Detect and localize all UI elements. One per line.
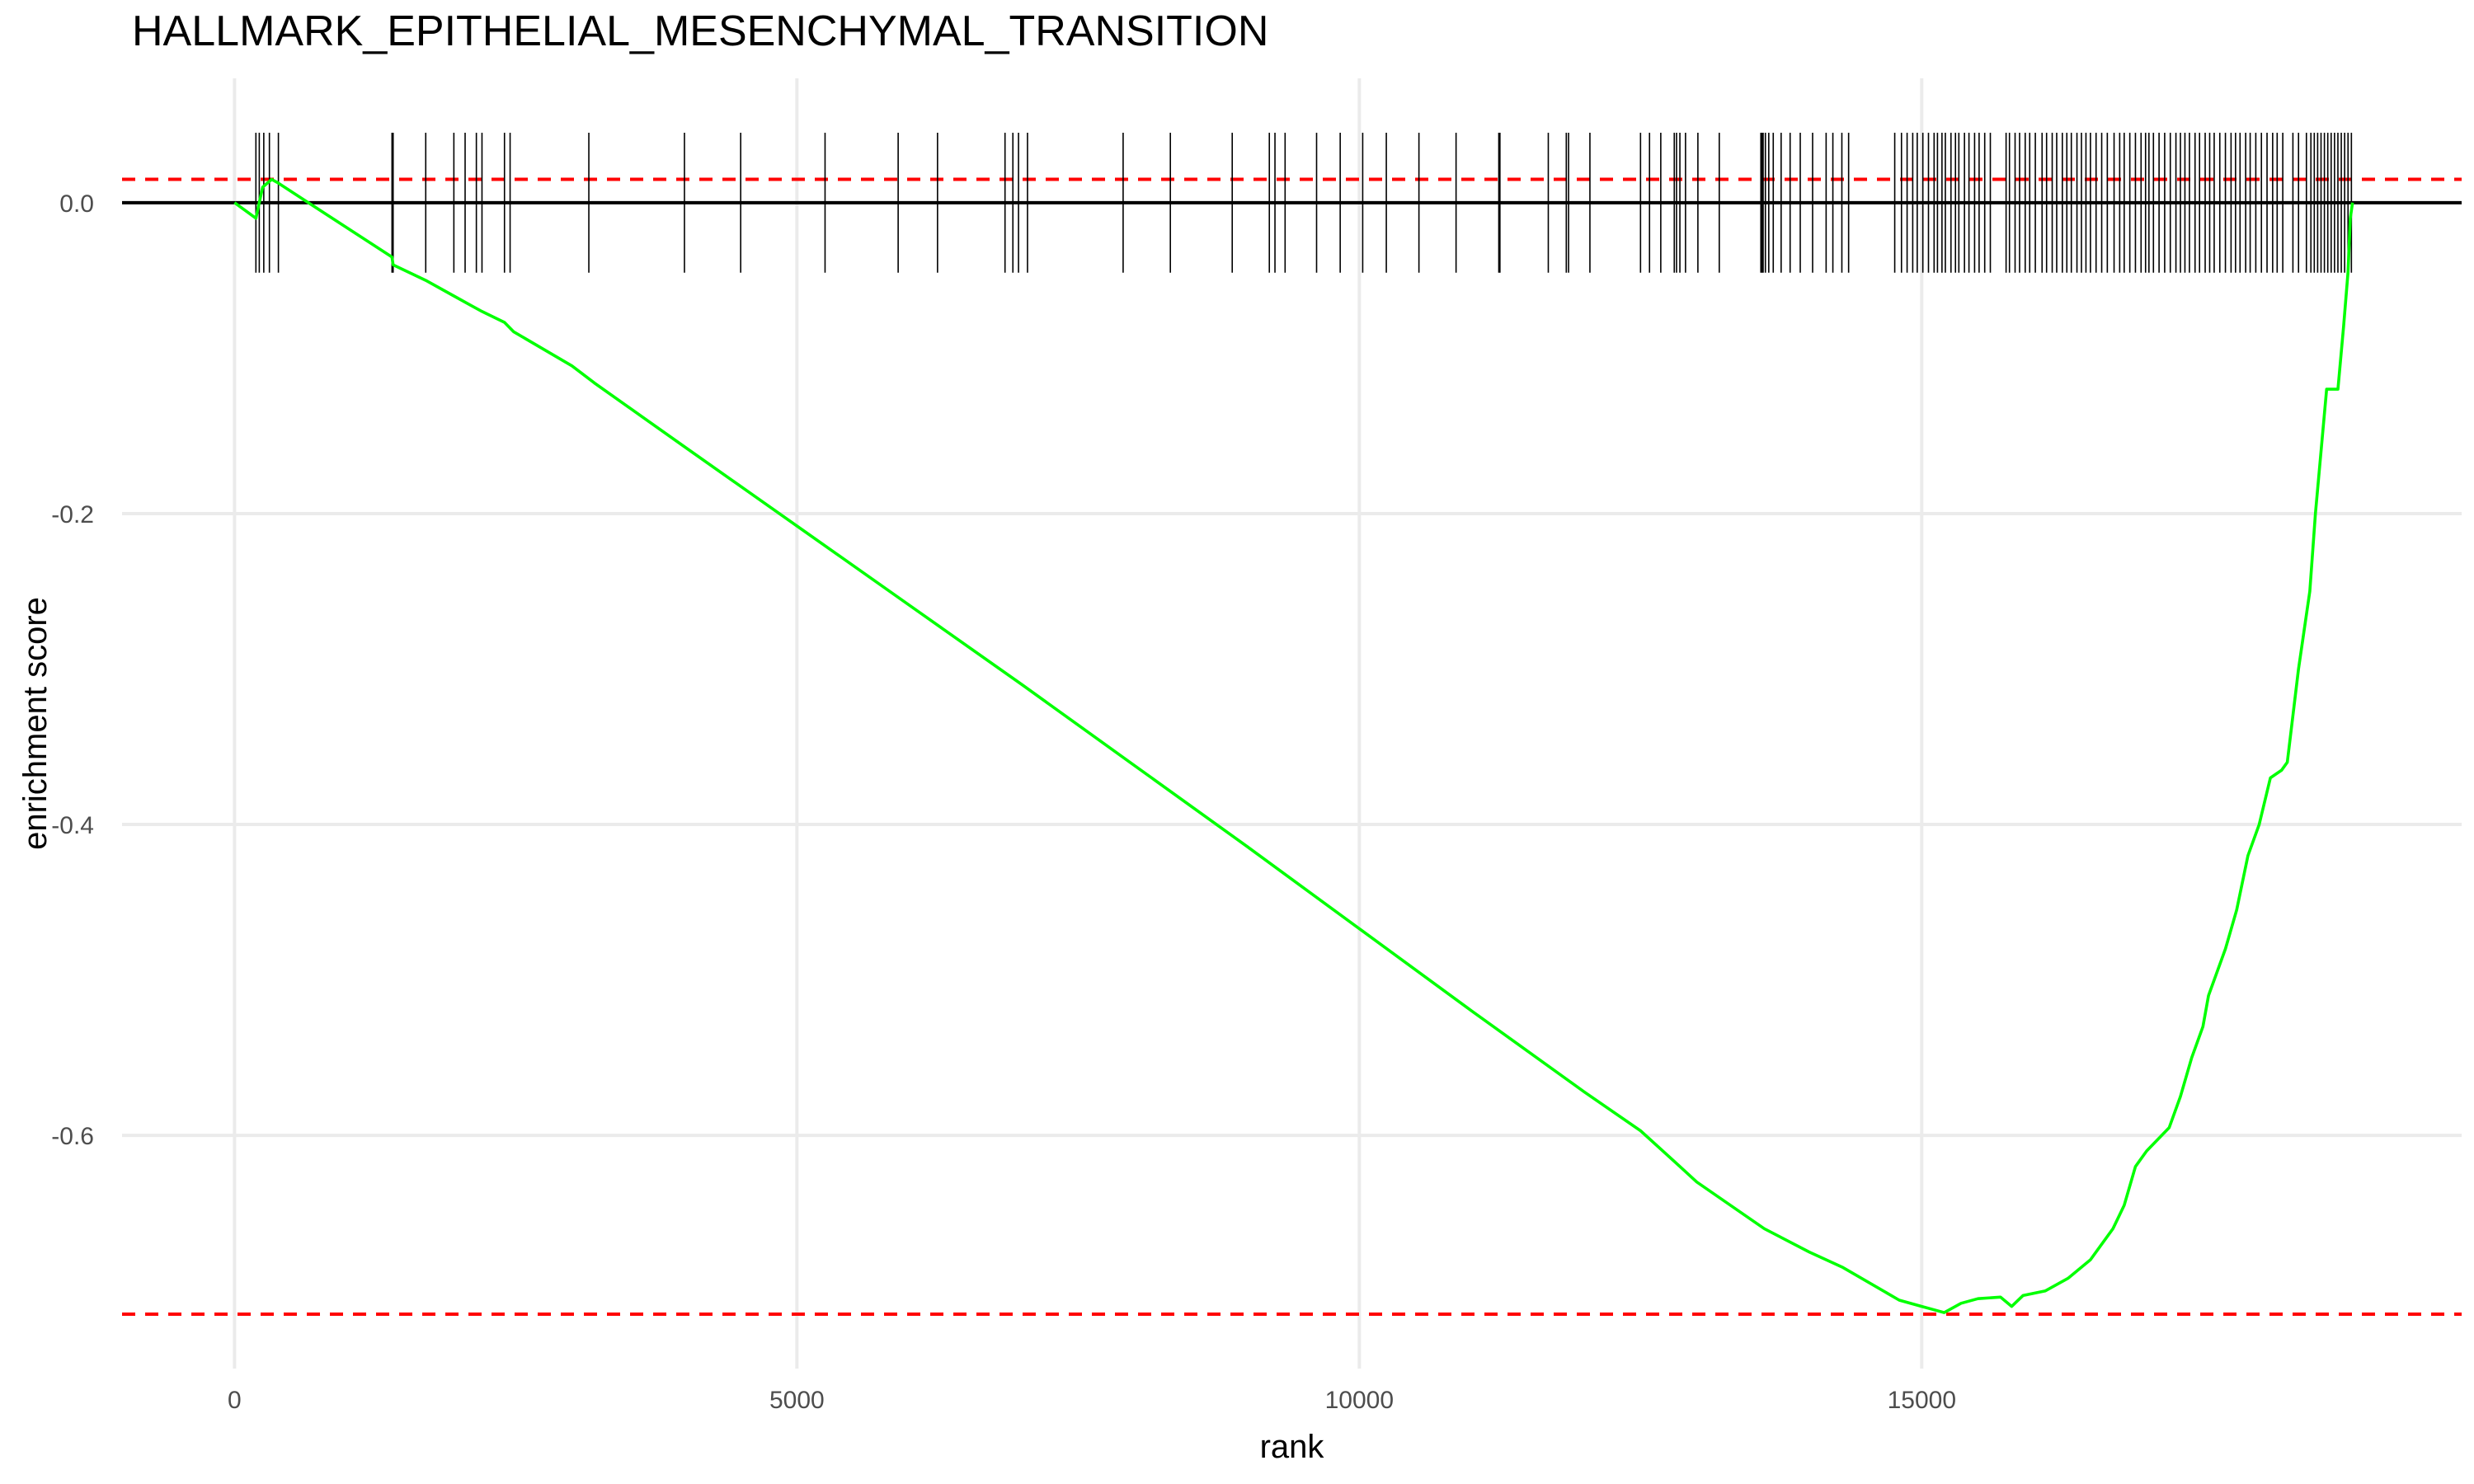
x-tick-label-1: 5000 <box>769 1387 825 1414</box>
enrichment-curve-layer <box>233 177 2354 1314</box>
chart-title: HALLMARK_EPITHELIAL_MESENCHYMAL_TRANSITI… <box>132 7 1269 55</box>
y-tick-label-1: -0.2 <box>51 501 94 528</box>
reference-lines <box>122 177 2462 1317</box>
y-tick-label-3: -0.6 <box>51 1123 94 1150</box>
x-tick-label-0: 0 <box>228 1387 242 1414</box>
x-axis-ticks: 0 5000 10000 15000 <box>228 1387 1956 1414</box>
y-tick-label-2: -0.4 <box>51 812 94 839</box>
y-axis-title: enrichment score <box>17 597 54 850</box>
grid-lines <box>122 78 2462 1369</box>
gene-hit-ticks <box>255 132 2353 273</box>
y-axis-ticks: 0.0 -0.2 -0.4 -0.6 <box>51 190 94 1150</box>
x-tick-label-2: 10000 <box>1325 1387 1394 1414</box>
enrichment-curve <box>233 177 2354 1314</box>
x-axis-title: rank <box>1260 1429 1325 1465</box>
x-tick-label-3: 15000 <box>1888 1387 1956 1414</box>
y-tick-label-0: 0.0 <box>59 190 94 218</box>
